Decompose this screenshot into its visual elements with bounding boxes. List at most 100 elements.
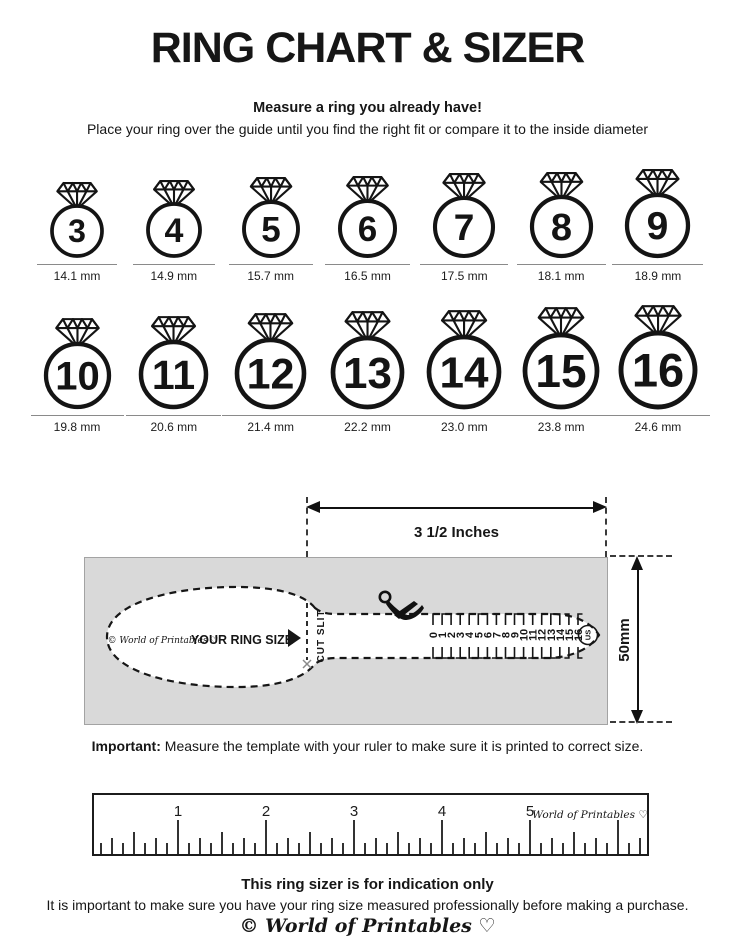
ring-icon: 5 bbox=[241, 177, 300, 258]
ring-underline bbox=[37, 264, 117, 265]
ring-diameter-label: 18.1 mm bbox=[537, 269, 585, 283]
scale-number: 6 bbox=[482, 632, 494, 638]
ring-size-number: 5 bbox=[261, 210, 280, 249]
ring-band bbox=[618, 330, 698, 410]
ring-size-number: 12 bbox=[247, 351, 295, 399]
ruler-number: 2 bbox=[262, 803, 270, 820]
ring-underline bbox=[605, 415, 710, 416]
cut-slit-label: CUT SLIT bbox=[316, 610, 327, 663]
ring-size-item: 5 15.7 mm bbox=[224, 176, 318, 283]
ring-diameter-label: 24.6 mm bbox=[634, 420, 682, 434]
ring-band bbox=[43, 341, 111, 410]
scale-number: 0 bbox=[428, 632, 440, 638]
ring-diameter-label: 14.1 mm bbox=[53, 269, 101, 283]
diamond-gem-icon bbox=[56, 181, 98, 211]
scale-tick bbox=[468, 613, 474, 659]
ring-size-number: 13 bbox=[343, 349, 392, 398]
ring-band bbox=[145, 202, 202, 258]
ring-band bbox=[426, 334, 502, 410]
us-badge-circle bbox=[577, 624, 599, 646]
ring-size-item: 16 24.6 mm bbox=[605, 304, 710, 434]
scale-number: 1 bbox=[437, 632, 449, 638]
ring-underline bbox=[510, 415, 613, 416]
ring-size-number: 3 bbox=[68, 213, 86, 249]
diamond-gem-icon bbox=[346, 176, 389, 205]
ring-icon: 15 bbox=[522, 307, 600, 410]
scale-number: 5 bbox=[473, 632, 485, 638]
important-prefix: Important: bbox=[91, 738, 161, 754]
ring-underline bbox=[324, 264, 410, 265]
height-dimension-label: 50mm bbox=[616, 618, 633, 662]
ring-size-item: 3 14.1 mm bbox=[30, 181, 124, 283]
us-badge-label: US bbox=[584, 630, 593, 640]
ring-icon: 3 bbox=[50, 181, 104, 258]
scale-number: 8 bbox=[501, 632, 513, 638]
scale-tick bbox=[491, 613, 498, 659]
ring-icon: 10 bbox=[43, 318, 111, 410]
ring-size-item: 9 18.9 mm bbox=[611, 168, 705, 283]
ruler-number: 5 bbox=[526, 803, 534, 820]
ring-icon: 8 bbox=[529, 172, 593, 259]
scale-tick bbox=[432, 613, 438, 659]
ring-icon: 13 bbox=[330, 311, 405, 410]
scale-tick bbox=[513, 613, 519, 659]
arrow-up-icon bbox=[631, 556, 643, 570]
sizer-brand-text: © World of Printables ♡ bbox=[108, 636, 219, 646]
scale-tick bbox=[446, 613, 452, 659]
intro-subline: Place your ring over the guide until you… bbox=[86, 121, 649, 137]
dimension-line bbox=[637, 566, 639, 714]
ring-size-item: 11 20.6 mm bbox=[126, 315, 222, 434]
ruler: 1 2 3 4 5 World of Printables ♡ bbox=[92, 793, 649, 856]
ruler-numbers: 1 2 3 4 5 bbox=[174, 803, 534, 820]
ring-underline bbox=[420, 264, 509, 265]
ring-band bbox=[241, 200, 300, 258]
ring-size-number: 11 bbox=[152, 352, 195, 398]
ring-icon: 6 bbox=[337, 176, 397, 258]
ring-size-number: 8 bbox=[551, 207, 572, 249]
scale-number: 10 bbox=[519, 629, 531, 641]
arrow-down-icon bbox=[631, 710, 643, 724]
ring-sizer-section: 3 1/2 Inches © World of Printables ♡ YOU… bbox=[0, 492, 735, 742]
scale-number: 3 bbox=[455, 632, 467, 638]
ring-size-number: 4 bbox=[164, 212, 183, 250]
scale-tick bbox=[441, 613, 447, 659]
page-title: RING CHART & SIZER bbox=[150, 24, 586, 72]
brand-logo: © World of Printables ♡ bbox=[239, 915, 496, 937]
ring-diameter-label: 23.0 mm bbox=[440, 420, 488, 434]
ring-underline bbox=[516, 264, 606, 265]
ring-underline bbox=[222, 415, 320, 416]
ring-icon: 16 bbox=[618, 305, 698, 410]
ring-diameter-label: 16.5 mm bbox=[344, 269, 391, 283]
scale-number: 14 bbox=[555, 628, 567, 641]
your-ring-size-label: YOUR RING SIZE bbox=[191, 633, 293, 647]
ring-icon: 11 bbox=[139, 316, 209, 410]
scissors-icon bbox=[378, 590, 424, 620]
scale-number: 4 bbox=[464, 631, 476, 638]
dimension-extension-line bbox=[306, 497, 308, 557]
ring-underline bbox=[414, 415, 515, 416]
ring-band bbox=[625, 192, 691, 259]
scale-number: 7 bbox=[491, 632, 503, 638]
ring-size-item: 15 23.8 mm bbox=[510, 306, 613, 434]
diamond-gem-icon bbox=[634, 305, 682, 337]
width-dimension-label: 3 1/2 Inches bbox=[413, 524, 500, 541]
ring-size-row: 10 19.8 mm 11 20.6 mm 12 21.4 mm bbox=[0, 304, 735, 434]
ring-underline bbox=[612, 264, 704, 265]
ring-size-item: 4 14.9 mm bbox=[127, 179, 221, 283]
ring-size-item: 13 22.2 mm bbox=[317, 310, 417, 434]
footer-headline: This ring sizer is for indication only bbox=[241, 876, 494, 893]
ring-diameter-label: 15.7 mm bbox=[247, 269, 294, 283]
scale-tick bbox=[550, 613, 556, 659]
ring-size-number: 9 bbox=[647, 205, 669, 248]
ring-size-item: 12 21.4 mm bbox=[222, 312, 320, 434]
ring-icon: 12 bbox=[234, 313, 307, 410]
ring-band bbox=[50, 204, 104, 258]
ring-underline bbox=[30, 415, 124, 416]
cut-mark-icon bbox=[302, 659, 312, 669]
ring-band bbox=[139, 339, 209, 410]
ring-size-item: 8 18.1 mm bbox=[514, 171, 608, 283]
ring-diameter-label: 19.8 mm bbox=[53, 420, 101, 434]
height-dimension-arrow bbox=[630, 556, 646, 724]
scale-number: 9 bbox=[510, 632, 522, 638]
ring-underline bbox=[228, 264, 313, 265]
